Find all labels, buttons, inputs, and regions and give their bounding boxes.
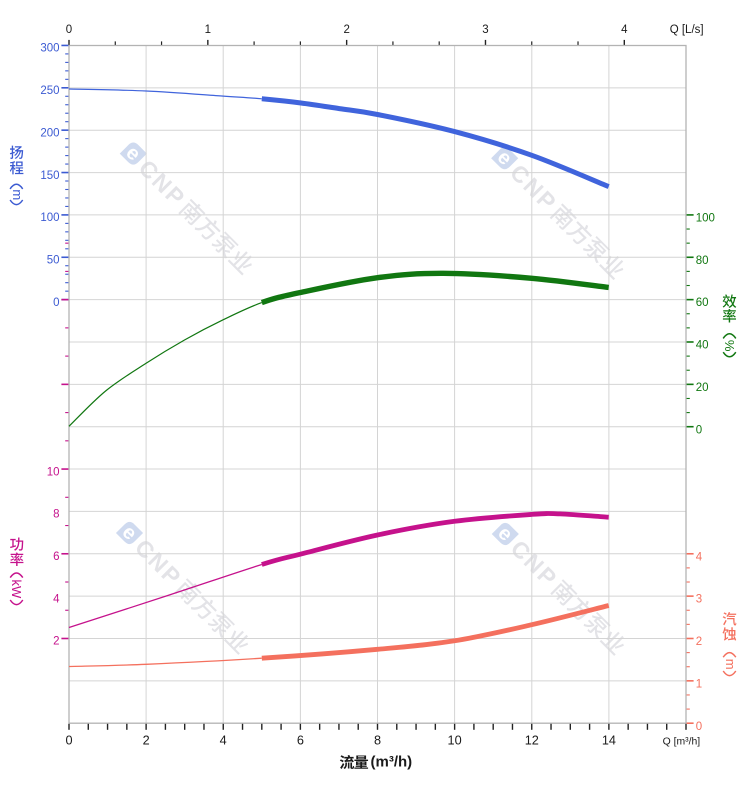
svg-text:2: 2 bbox=[143, 734, 150, 748]
svg-text:8: 8 bbox=[374, 734, 381, 748]
svg-text:8: 8 bbox=[53, 509, 59, 521]
svg-text:100: 100 bbox=[40, 212, 59, 224]
svg-text:10: 10 bbox=[448, 734, 462, 748]
svg-text:40: 40 bbox=[696, 340, 709, 352]
svg-text:14: 14 bbox=[602, 734, 616, 748]
svg-text:20: 20 bbox=[696, 382, 709, 394]
svg-text:6: 6 bbox=[53, 551, 59, 563]
svg-text:4: 4 bbox=[220, 734, 227, 748]
svg-text:100: 100 bbox=[696, 213, 715, 225]
svg-text:2: 2 bbox=[696, 636, 702, 648]
svg-text:Q [m³/h]: Q [m³/h] bbox=[663, 737, 701, 748]
svg-text:300: 300 bbox=[40, 43, 59, 55]
svg-text:kW: kW bbox=[9, 580, 24, 600]
svg-text:0: 0 bbox=[53, 297, 59, 309]
svg-text:50: 50 bbox=[47, 255, 60, 267]
svg-text:4: 4 bbox=[53, 593, 60, 605]
svg-text:1: 1 bbox=[696, 678, 702, 690]
svg-text:%: % bbox=[722, 340, 737, 352]
svg-text:150: 150 bbox=[40, 170, 59, 182]
svg-text:m: m bbox=[723, 659, 738, 670]
svg-text:6: 6 bbox=[297, 734, 304, 748]
svg-text:m: m bbox=[10, 189, 25, 200]
svg-text:2: 2 bbox=[343, 24, 349, 36]
svg-text:0: 0 bbox=[66, 24, 72, 36]
svg-text:10: 10 bbox=[47, 466, 60, 478]
svg-text:80: 80 bbox=[696, 255, 709, 267]
svg-text:Q [L/s]: Q [L/s] bbox=[670, 24, 704, 36]
svg-text:4: 4 bbox=[621, 24, 628, 36]
svg-text:0: 0 bbox=[65, 734, 72, 748]
svg-text:4: 4 bbox=[696, 551, 703, 563]
svg-text:0: 0 bbox=[696, 424, 702, 436]
svg-text:3: 3 bbox=[482, 24, 488, 36]
svg-text:60: 60 bbox=[696, 297, 709, 309]
svg-text:2: 2 bbox=[53, 636, 59, 648]
svg-text:12: 12 bbox=[525, 734, 539, 748]
svg-text:(m³/h): (m³/h) bbox=[371, 754, 413, 771]
svg-text:250: 250 bbox=[40, 85, 59, 97]
svg-text:1: 1 bbox=[205, 24, 211, 36]
svg-text:3: 3 bbox=[696, 594, 702, 606]
svg-text:0: 0 bbox=[696, 721, 702, 733]
svg-text:200: 200 bbox=[40, 127, 59, 139]
